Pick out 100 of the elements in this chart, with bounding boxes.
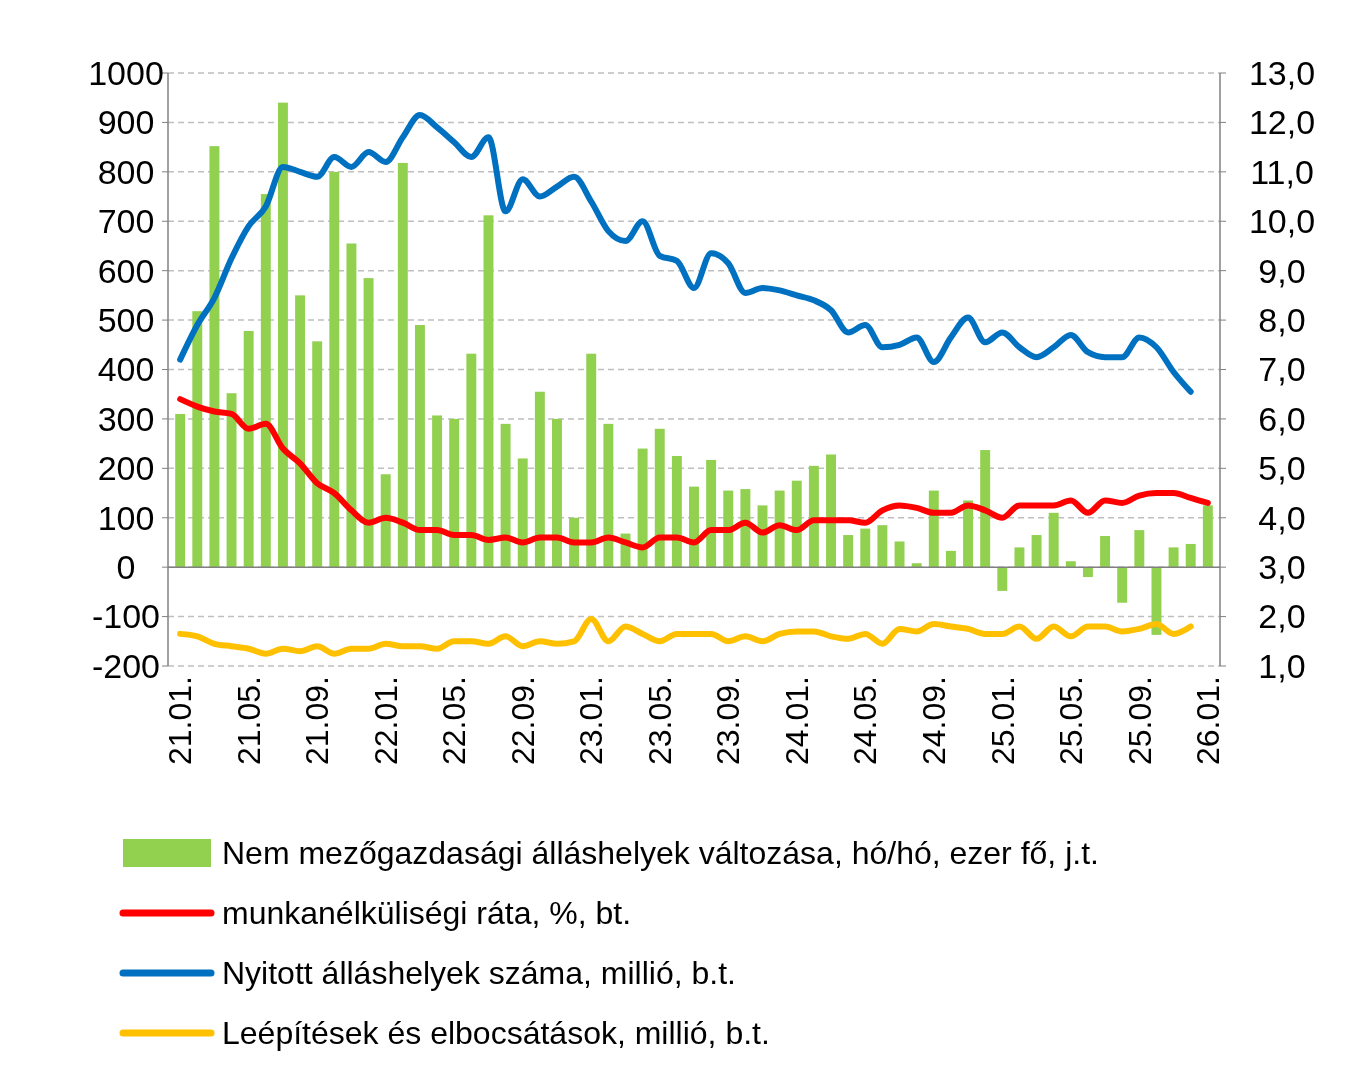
bar [1048, 512, 1059, 568]
bar [808, 465, 819, 568]
bar [260, 194, 271, 568]
bar [466, 353, 477, 568]
bar [552, 418, 562, 568]
x-tick-label: 25.01. [984, 676, 1021, 765]
bar [1014, 547, 1025, 568]
y2-tick-label: 10,0 [1248, 202, 1316, 241]
x-tick-label: 23.09. [710, 676, 747, 765]
bar [432, 415, 443, 568]
bar [295, 295, 306, 568]
y-tick-label: 900 [97, 103, 155, 142]
x-tick-label: 23.01. [573, 676, 610, 765]
bar [671, 455, 682, 568]
bar [500, 423, 511, 568]
y-tick-label: -100 [91, 597, 161, 636]
y2-tick-label: 4,0 [1258, 498, 1306, 537]
bar [637, 448, 648, 568]
x-tick-label: 24.01. [778, 676, 815, 765]
bar [586, 353, 597, 568]
y2-tick-label: 1,0 [1258, 646, 1306, 685]
bar [517, 458, 528, 568]
y-tick-label: 1000 [88, 53, 164, 92]
bar [329, 171, 340, 568]
bar [449, 418, 460, 568]
y2-tick-label: 7,0 [1258, 350, 1306, 389]
bar [1185, 543, 1196, 568]
y2-tick-label: 11,0 [1250, 152, 1314, 191]
bar [414, 325, 425, 568]
legend-label: Nem mezőgazdasági álláshelyek változása, hó/hó, ezer fő, j.t. [222, 835, 1099, 871]
y-tick-label: 300 [97, 399, 155, 438]
bar [706, 459, 717, 568]
bar [363, 278, 374, 568]
bar [980, 450, 991, 568]
y-tick-label: 100 [97, 498, 155, 537]
bar [928, 490, 939, 568]
legend-label: Nyitott álláshelyek száma, millió, b.t. [222, 955, 736, 991]
bar [963, 500, 974, 568]
bar [1100, 536, 1111, 568]
legend-label: munkanélküliségi ráta, %, bt. [222, 895, 632, 931]
bar [483, 215, 494, 568]
y2-tick-label: 9,0 [1258, 251, 1306, 290]
bar [209, 146, 220, 568]
y-tick-label: 0 [116, 548, 136, 587]
y-tick-label: -200 [91, 646, 161, 685]
y-tick-label: 600 [97, 251, 155, 290]
x-tick-label: 21.05. [230, 676, 267, 765]
bar [534, 391, 545, 568]
bar [860, 528, 871, 568]
y2-tick-label: 6,0 [1258, 399, 1306, 438]
y-tick-label: 800 [97, 152, 155, 191]
x-tick-label: 24.09. [915, 676, 952, 765]
bar [894, 541, 905, 568]
bar [1168, 547, 1179, 568]
bar [277, 102, 288, 568]
legend-label: Leépítések és elbocsátások, millió, b.t. [222, 1015, 770, 1051]
y-tick-label: 400 [97, 350, 155, 389]
bar [1117, 567, 1128, 603]
bar [192, 311, 203, 568]
y2-tick-label: 5,0 [1258, 449, 1306, 488]
bar [603, 423, 614, 568]
bar [380, 474, 391, 568]
x-tick-label: 25.05. [1053, 676, 1090, 765]
bar [774, 490, 785, 568]
y2-tick-label: 2,0 [1258, 597, 1306, 636]
x-tick-label: 22.09. [504, 676, 541, 765]
y-tick-label: 200 [97, 449, 155, 488]
bar [226, 393, 237, 568]
bar [843, 535, 854, 568]
y2-tick-label: 3,0 [1258, 548, 1306, 587]
bar [175, 413, 186, 568]
bar [740, 489, 751, 568]
x-tick-label: 21.01. [162, 676, 199, 765]
y2-tick-label: 13,0 [1248, 53, 1316, 92]
y-tick-label: 500 [97, 300, 155, 339]
x-tick-label: 25.09. [1121, 676, 1158, 765]
bar [723, 490, 734, 568]
x-tick-label: 26.01. [1190, 676, 1227, 765]
bar [654, 428, 665, 568]
x-tick-label: 24.05. [847, 676, 884, 765]
bar [1151, 567, 1162, 635]
x-tick-label: 22.01. [367, 676, 404, 765]
x-tick-label: 23.05. [641, 676, 678, 765]
bar [826, 454, 836, 568]
bar [312, 341, 323, 568]
y-tick-label: 700 [97, 202, 155, 241]
bar [689, 486, 699, 568]
y2-tick-label: 12,0 [1248, 103, 1316, 142]
x-tick-label: 21.09. [299, 676, 336, 765]
bar [997, 567, 1008, 591]
bar [397, 162, 408, 568]
bar [1202, 505, 1213, 568]
bar [791, 480, 802, 568]
bar [1134, 530, 1145, 568]
bar [1031, 535, 1042, 568]
bar [877, 525, 888, 568]
y2-tick-label: 8,0 [1258, 300, 1306, 339]
bar [243, 330, 254, 568]
bar [1082, 567, 1093, 578]
x-tick-label: 22.05. [436, 676, 473, 765]
